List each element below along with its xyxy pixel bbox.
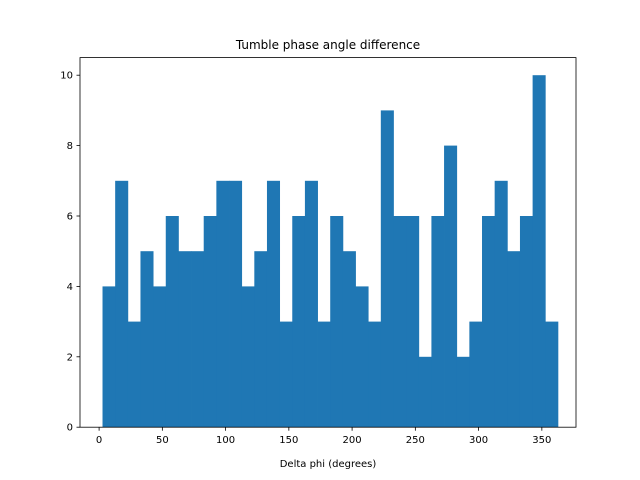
histogram-bar [532,75,546,428]
histogram-bar [393,216,407,428]
histogram-bar [494,180,508,428]
histogram-bar [254,251,268,428]
histogram-bar [266,180,281,428]
x-tick-label: 300 [469,435,488,446]
histogram-bar [380,110,394,428]
histogram-bar [355,286,369,428]
histogram-bar [519,216,534,428]
histogram-bar [279,321,293,428]
plot-frame [79,57,577,428]
histogram-bar [317,321,331,428]
x-tick-label: 350 [532,435,551,446]
bars-group [102,75,559,428]
histogram-bar [418,356,432,428]
histogram-bar [469,321,483,428]
histogram-bar [342,251,356,428]
x-tick-label: 0 [96,435,102,446]
x-axis-label: Delta phi (degrees) [280,459,377,470]
histogram-bar [368,321,382,428]
y-tick-label: 6 [67,212,73,223]
histogram-bar [216,180,230,428]
histogram-bar [178,251,192,428]
histogram-bar [102,286,116,428]
histogram-bar [153,286,167,428]
y-axis: 0 2 4 6 8 10 [60,71,80,434]
y-tick-label: 8 [67,141,73,152]
histogram-bar [444,145,458,428]
x-tick-label: 100 [216,435,235,446]
y-tick-label: 10 [60,71,73,82]
x-tick-label: 50 [156,435,169,446]
histogram-bar [292,216,306,428]
histogram-bar [507,251,521,428]
histogram-bar [241,286,255,428]
histogram-bar [330,216,344,428]
chart-title: Tumble phase angle difference [235,38,420,52]
histogram-bar [165,216,179,428]
y-tick-label: 0 [67,423,73,434]
histogram-bar [140,251,154,428]
x-axis: 0 50 100 150 200 250 300 350 [96,427,551,446]
histogram-bar [304,180,318,428]
histogram-bar [456,356,470,428]
histogram-bar [406,216,420,428]
y-tick-label: 4 [67,282,73,293]
y-tick-label: 2 [67,352,73,363]
histogram-bar [545,321,559,428]
x-tick-label: 150 [279,435,298,446]
histogram-bar [191,251,205,428]
histogram-bar [203,216,217,428]
histogram-bar [431,216,445,428]
x-tick-label: 250 [406,435,425,446]
histogram-bar [115,180,129,428]
histogram-bar [229,180,243,428]
histogram-bar [482,216,496,428]
histogram-bar [127,321,141,428]
x-tick-label: 200 [343,435,362,446]
